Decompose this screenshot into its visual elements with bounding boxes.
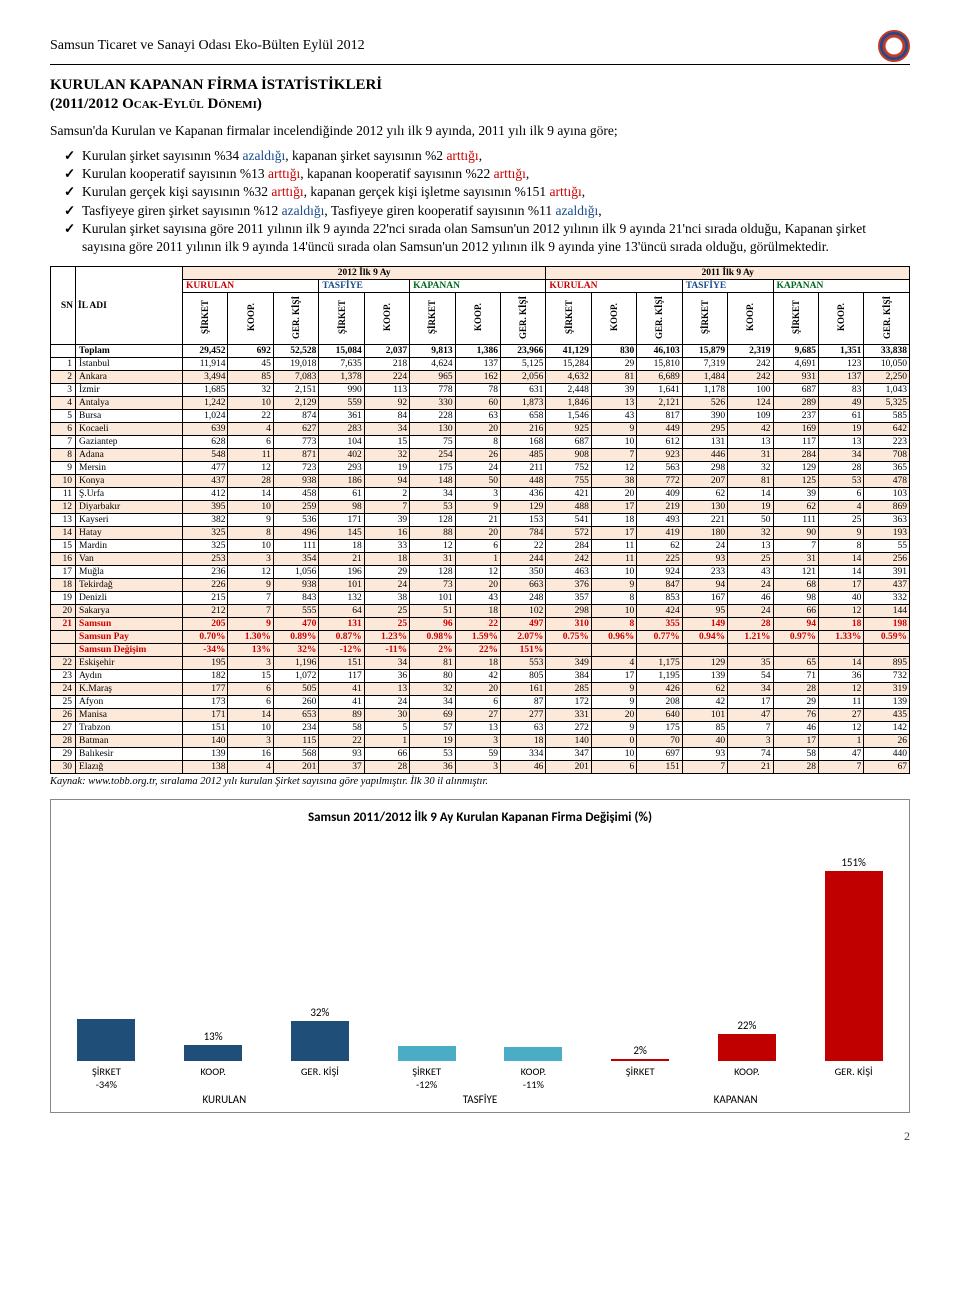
table-row: 5Bursa1,0242287436184228636581,546438173… xyxy=(51,410,910,423)
table-row: 14Hatay325849614516882078457217419180329… xyxy=(51,527,910,540)
hdr-2011: 2011 İlk 9 Ay xyxy=(546,267,910,280)
table-row: 29Balıkesir13916568936653593343471069793… xyxy=(51,748,910,761)
data-table: SN İL ADI 2012 İlk 9 Ay 2011 İlk 9 Ay KU… xyxy=(50,266,910,774)
chart-x-axis: ŞİRKET-34%KOOP.GER. KİŞİŞİRKET-12%KOOP.-… xyxy=(65,1065,895,1091)
chart-bar: 13% xyxy=(178,1030,249,1061)
table-row: 16Van25333542118311244242112259325311425… xyxy=(51,553,910,566)
table-row: 13Kayseri3829536171391282115354118493221… xyxy=(51,514,910,527)
hdr-2012: 2012 İlk 9 Ay xyxy=(183,267,546,280)
bullet-item: Kurulan gerçek kişi sayısının %32 arttığ… xyxy=(64,183,910,201)
table-row: 10Konya437289381869414850448755387722078… xyxy=(51,475,910,488)
intro-text: Samsun'da Kurulan ve Kapanan firmalar in… xyxy=(50,123,910,139)
table-row: 26Manisa17114653893069272773312064010147… xyxy=(51,709,910,722)
table-row: Toplam29,45269252,52815,0842,0379,8131,3… xyxy=(51,345,910,358)
bullet-item: Kurulan şirket sayısının %34 azaldığı, k… xyxy=(64,147,910,165)
table-row: 30Elazığ1384201372836346201615172128767 xyxy=(51,761,910,774)
table-row: 22Eskişehir19531,19615134811855334941,17… xyxy=(51,657,910,670)
table-row: 8Adana5481187140232254264859087923446312… xyxy=(51,449,910,462)
bullet-item: Kurulan şirket sayısına göre 2011 yılını… xyxy=(64,220,910,256)
table-source: Kaynak: www.tobb.org.tr, sıralama 2012 y… xyxy=(50,776,910,787)
table-row: 6Kocaeli63946272833413020216925944929542… xyxy=(51,423,910,436)
table-row: 28Batman14031152211931814007040317126 xyxy=(51,735,910,748)
page-number: 2 xyxy=(50,1129,910,1144)
logo-icon xyxy=(878,30,910,62)
table-row: 1İstanbul11,9144519,0187,6352184,6241375… xyxy=(51,358,910,371)
chart-bar: 2% xyxy=(605,1044,676,1062)
col-il: İL ADI xyxy=(76,267,183,345)
table-row: 21Samsun20594701312596224973108355149289… xyxy=(51,618,910,631)
chart-bar: 32% xyxy=(285,1006,356,1061)
chart-groups: KURULAN TASFİYE KAPANAN xyxy=(65,1093,895,1106)
table-row: Samsun Pay0.70%1.30%0.89%0.87%1.23%0.98%… xyxy=(51,631,910,644)
bullet-item: Tasfiyeye giren şirket sayısının %12 aza… xyxy=(64,202,910,220)
table-row: 24K.Maraş1776505411332201612859426623428… xyxy=(51,683,910,696)
col-sn: SN xyxy=(51,267,76,345)
bullet-item: Kurulan kooperatif sayısının %13 arttığı… xyxy=(64,165,910,183)
header-title: Samsun Ticaret ve Sanayi Odası Eko-Bülte… xyxy=(50,38,365,54)
data-table-wrap: SN İL ADI 2012 İlk 9 Ay 2011 İlk 9 Ay KU… xyxy=(50,266,910,787)
title-sub: (2011/2012 Ocak-Eylül Dönemi) xyxy=(50,96,910,113)
chart-container: Samsun 2011/2012 İlk 9 Ay Kurulan Kapana… xyxy=(50,799,910,1113)
table-row: 3İzmir1,685322,151990113778786312,448391… xyxy=(51,384,910,397)
page-header: Samsun Ticaret ve Sanayi Odası Eko-Bülte… xyxy=(50,30,910,65)
table-row: 2Ankara3,494857,0831,3782249651622,0564,… xyxy=(51,371,910,384)
table-row: 11Ş.Urfa41214458612343436421204096214396… xyxy=(51,488,910,501)
table-row: 27Trabzon1511023458557136327291758574612… xyxy=(51,722,910,735)
chart-bar: 151% xyxy=(818,856,889,1061)
chart-bar xyxy=(71,1017,142,1062)
table-row: 7Gaziantep628677310415758168687106121311… xyxy=(51,436,910,449)
table-row: 19Denizli2157843132381014324835788531674… xyxy=(51,592,910,605)
table-row: 12Diyarbakır3951025998753912948817219130… xyxy=(51,501,910,514)
chart-area: 13% 32% 2% 22% 151% xyxy=(65,831,895,1061)
table-row: 23Aydın182151,072117368042805384171,1951… xyxy=(51,670,910,683)
table-row: 20Sakarya2127555642551181022981042495246… xyxy=(51,605,910,618)
chart-bar xyxy=(498,1045,569,1061)
bullet-list: Kurulan şirket sayısının %34 azaldığı, k… xyxy=(64,147,910,256)
chart-bar xyxy=(391,1044,462,1061)
table-row: 25Afyon173626041243468717292084217291113… xyxy=(51,696,910,709)
chart-title: Samsun 2011/2012 İlk 9 Ay Kurulan Kapana… xyxy=(65,810,895,825)
title-main: KURULAN KAPANAN FİRMA İSTATİSTİKLERİ xyxy=(50,77,910,94)
table-row: 18Tekirdağ226993810124732066337698479424… xyxy=(51,579,910,592)
table-row: 15Mardin32510111183312622284116224137855 xyxy=(51,540,910,553)
table-row: 17Muğla236121,05619629128123504631092423… xyxy=(51,566,910,579)
table-row: 4Antalya1,242102,12955992330601,8731,846… xyxy=(51,397,910,410)
chart-bar: 22% xyxy=(712,1019,783,1062)
table-row: 9Mersin477127232931917524211752125632983… xyxy=(51,462,910,475)
table-row: Samsun Değişim-34%13%32%-12%-11%2%22%151… xyxy=(51,644,910,657)
